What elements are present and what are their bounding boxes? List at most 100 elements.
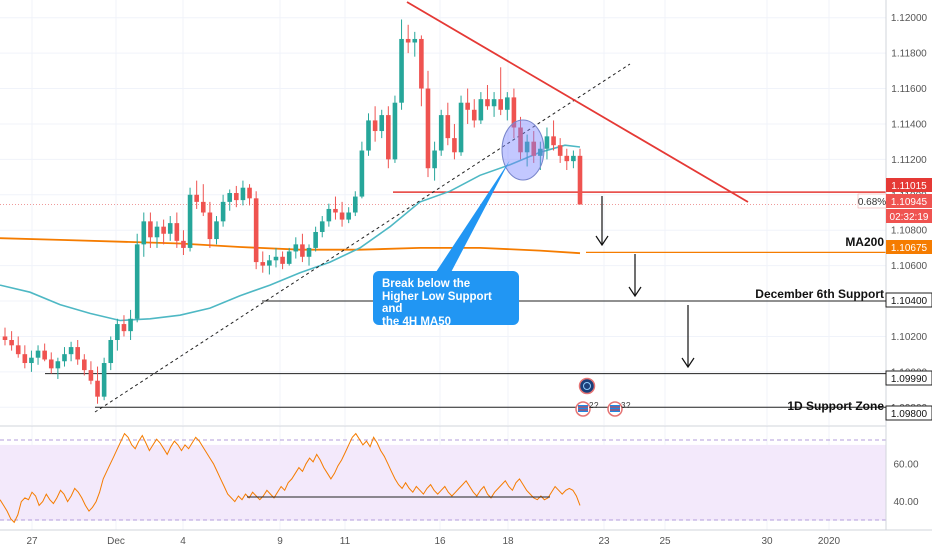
price-tick-label: 1.11800 [891,49,927,60]
candle-body [214,221,219,240]
ma200-line [0,237,581,255]
candle-body [452,138,457,153]
candle-body [538,148,543,156]
candle-body [491,99,497,107]
candle-body [471,109,477,121]
candle-body [405,38,411,43]
candle-body [379,115,385,132]
candle-body [504,97,510,110]
candle-body [161,226,166,234]
candle-body [75,347,81,360]
candle-body [524,141,530,153]
last-price-text: 1.10945 [891,197,928,208]
candle-body [62,354,67,362]
low-b-price-tag: 1.09800 [885,405,932,421]
candle-body [15,345,21,355]
countdown-text: 02:32:19 [890,212,929,223]
candle-body [200,201,206,213]
candle-body [181,240,186,248]
candle-body [273,256,279,261]
time-axis: 27 Dec 4 9 11 16 18 23 25 30 2020 [26,536,840,547]
last-price-tag: 1.10945 [886,194,932,208]
candle-body [544,136,550,149]
candle-body [220,201,226,222]
candle-body [253,198,259,263]
countdown-tag: 02:32:19 [886,209,932,223]
candle-body [478,99,484,121]
candle-body [419,38,424,89]
candle-body [518,127,523,153]
candle-body [68,347,74,355]
candle-body [95,380,100,397]
event-globe-icon[interactable] [578,377,596,395]
candle-body [187,194,193,248]
candle-body [234,193,239,201]
low-a-price-text: 1.09990 [891,374,928,385]
candle-body [121,324,127,332]
event-flag-icon-1[interactable] [575,401,591,417]
candle-body [339,212,345,220]
falling-trendline [406,1,749,203]
candle-body [352,196,358,213]
candle-body [260,262,266,266]
change-tag: 0.68% [857,193,886,209]
candle-body [207,212,213,240]
down-arrow-2 [628,254,642,298]
candle-body [174,223,180,241]
rsi-band [0,444,886,521]
time-tick-label: 18 [502,536,514,547]
low-a-price-tag: 1.09990 [885,370,932,386]
candle-body [48,359,54,369]
candle-body [412,38,418,43]
time-tick-label: Dec [107,536,125,547]
candle-body [372,120,378,132]
low-b-price-text: 1.09800 [891,409,928,420]
candle-body [247,187,252,199]
time-tick-label: 11 [340,536,351,547]
callout-box: Break below the Higher Low Support and t… [373,271,519,328]
dec6-price-text: 1.10400 [891,296,928,307]
time-tick-label: 4 [180,536,186,547]
candle-body [571,155,576,162]
price-tick-label: 1.10200 [891,332,928,343]
candle-body [88,370,94,381]
ma200-price-tag: 1.10675 [886,240,932,254]
ma50-line [0,144,581,322]
candle-body [22,354,28,364]
candle-body [280,256,285,264]
candle-body [458,102,464,153]
event-count-2: 3 [621,401,626,410]
candle-body [35,350,41,358]
rsi-tick-label: 60.00 [893,459,918,470]
candle-body [9,340,14,346]
time-tick-label: 27 [26,536,38,547]
candle-body [29,357,34,364]
candle-body [154,226,160,238]
price-tick-label: 1.10800 [891,226,928,237]
event-count-2-unknown: ? [626,401,631,410]
candle-body [227,193,233,202]
support-zone-label: 1D Support Zone [787,399,884,413]
price-tick-label: 1.11600 [891,84,927,95]
time-tick-label: 25 [659,536,671,547]
time-tick-label: 23 [598,536,610,547]
price-tick-label: 1.11200 [891,155,927,166]
candle-body [485,99,490,107]
candle-body [115,324,120,340]
candle-body [267,260,272,266]
dec6-support-label: December 6th Support [755,287,884,301]
candle-body [240,187,246,201]
candle-body [564,155,570,162]
ma200-label: MA200 [845,235,884,249]
rsi-axis: 60.00 40.00 [893,459,918,508]
candle-body [82,359,87,371]
down-arrow-1 [595,196,609,247]
candle-body [55,361,61,369]
candle-body [551,136,556,146]
event-flag-icon-2[interactable] [607,401,623,417]
candle-body [319,221,325,232]
event-count-1: 2 [589,401,594,410]
candle-body [445,115,451,139]
candle-body [326,208,332,222]
